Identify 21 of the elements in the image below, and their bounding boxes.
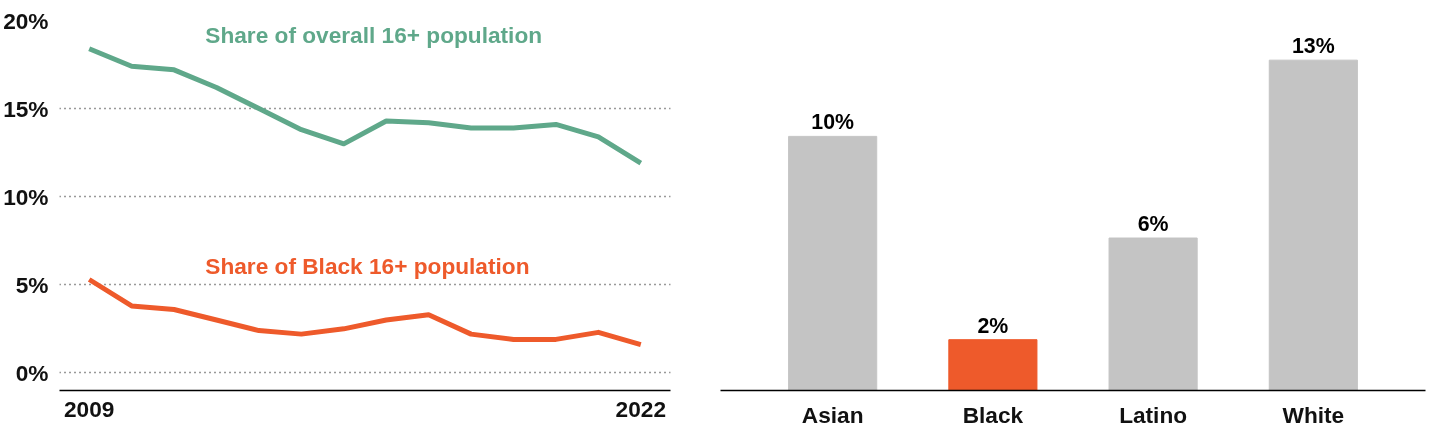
y-tick-label: 0% xyxy=(15,359,49,386)
x-tick-label: White xyxy=(1282,401,1345,428)
x-tick-label: 2009 xyxy=(64,395,115,422)
data-label: 2% xyxy=(977,313,1009,338)
data-label: 6% xyxy=(1137,212,1169,237)
y-tick-label: 20% xyxy=(3,7,49,34)
bar xyxy=(788,135,878,391)
series-label: Share of overall 16+ population xyxy=(205,21,543,48)
x-tick-label: Latino xyxy=(1119,401,1188,428)
x-tick-label: Black xyxy=(962,401,1024,428)
bar xyxy=(948,339,1038,391)
data-label: 10% xyxy=(811,110,855,135)
bar xyxy=(1268,59,1358,391)
y-tick-label: 5% xyxy=(15,271,49,298)
series-label: Share of Black 16+ population xyxy=(205,252,530,279)
bar xyxy=(1108,237,1198,391)
x-tick-label: 2022 xyxy=(615,395,666,422)
y-tick-label: 10% xyxy=(3,183,49,210)
y-tick-label: 15% xyxy=(3,95,49,122)
x-tick-label: Asian xyxy=(801,401,864,428)
data-label: 13% xyxy=(1292,34,1335,59)
